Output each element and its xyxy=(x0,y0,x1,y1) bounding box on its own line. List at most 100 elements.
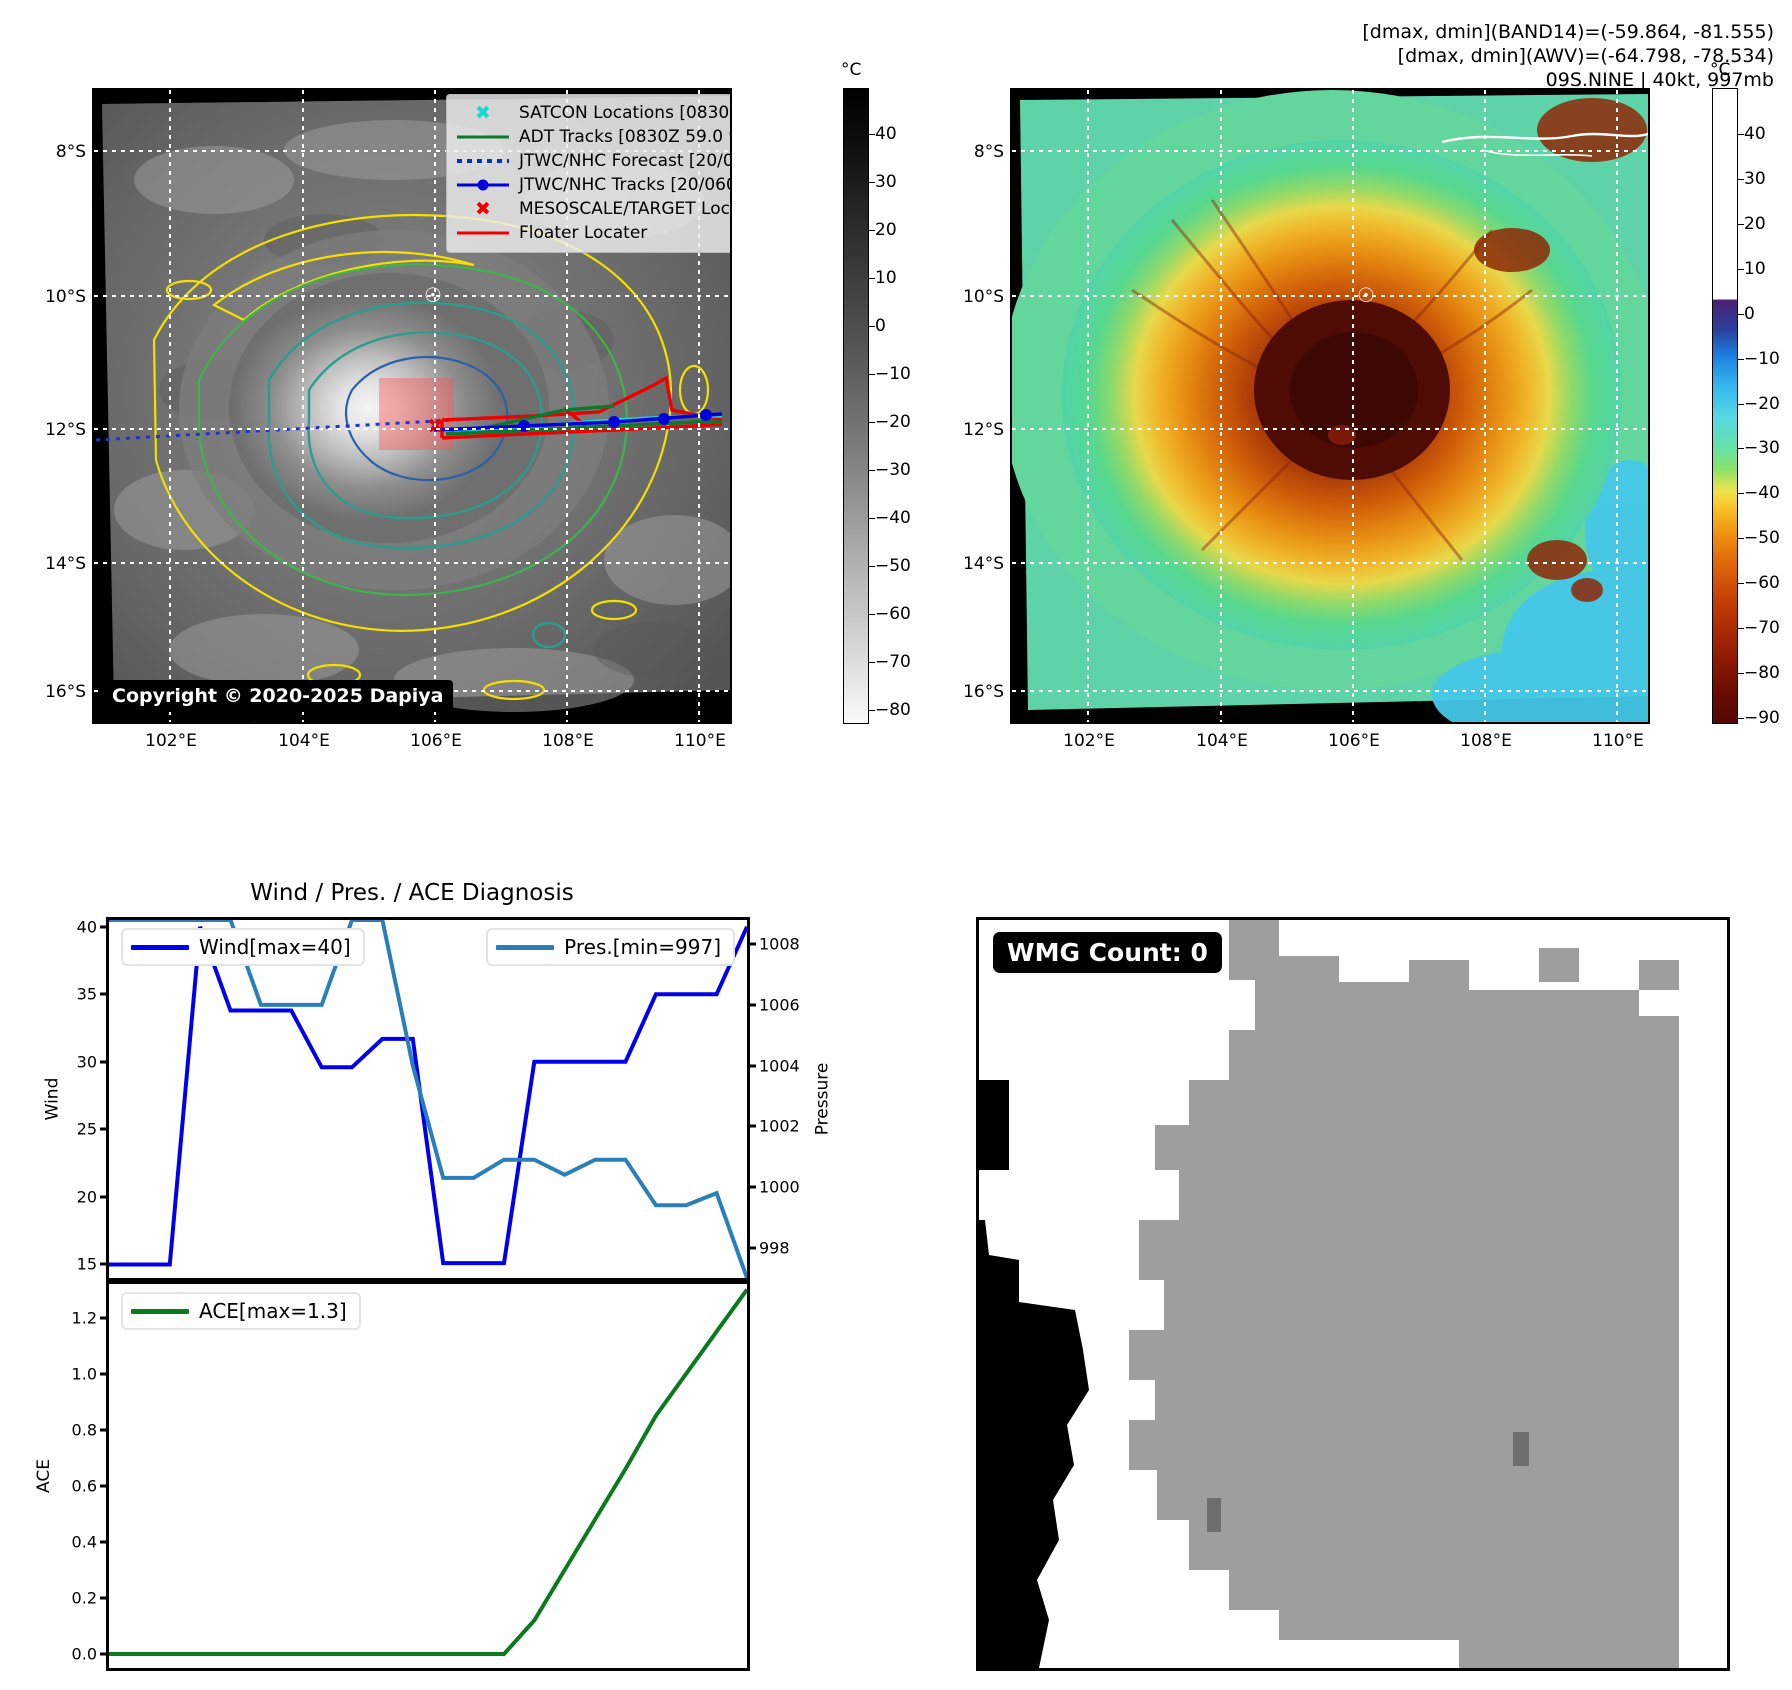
axis-tick-label: 40 xyxy=(76,917,97,937)
colorbar-tick-label: −90 xyxy=(1744,708,1780,728)
colorbar-tick-label: 20 xyxy=(1744,213,1766,234)
awv-colorbar-unit: °C xyxy=(1710,60,1731,80)
colorbar-tick-label: −10 xyxy=(1744,348,1780,369)
colorbar-tick-label: −60 xyxy=(875,604,911,624)
colorbar-tick-label: −30 xyxy=(1744,438,1780,459)
ir-map-legend: ✖ SATCON Locations [0830Z 43 993] ADT Tr… xyxy=(446,94,730,253)
pressure-legend: Pres.[min=997] xyxy=(486,928,735,966)
colorbar-tickmark xyxy=(1738,493,1744,495)
colorbar-tickmark xyxy=(869,134,875,135)
axis-tickmark xyxy=(100,1195,109,1199)
colorbar-tick-label: 40 xyxy=(875,124,897,144)
axis-tickmark xyxy=(100,1060,109,1064)
axis-tickmark xyxy=(747,1064,756,1068)
axis-tick-label: 0.2 xyxy=(71,1588,97,1608)
legend-item-satcon: ✖ SATCON Locations [0830Z 43 993] xyxy=(457,101,730,125)
dmax-band14-text: [dmax, dmin](BAND14)=(-59.864, -81.555) xyxy=(1362,21,1774,43)
colorbar-tickmark xyxy=(1738,358,1744,360)
colorbar-tickmark xyxy=(869,422,875,423)
colorbar-tick-label: −80 xyxy=(1744,663,1780,684)
axis-tick-label: 0.6 xyxy=(71,1476,97,1496)
colorbar-tickmark xyxy=(869,710,875,711)
axis-tick-label: 0.8 xyxy=(71,1420,97,1440)
ir-colorbar-unit: °C xyxy=(841,60,862,80)
ir-lat-tick: 12°S xyxy=(45,420,86,440)
axis-tick-label: 1002 xyxy=(759,1116,800,1136)
legend-item-jtwc-forecast: JTWC/NHC Forecast [20/0000Z] xyxy=(457,149,730,173)
axis-tick-label: 35 xyxy=(76,984,97,1004)
awv-image: ☉ xyxy=(1012,90,1648,722)
awv-lat-tick: 14°S xyxy=(963,554,1004,574)
legend-item-floater: Floater Locater xyxy=(457,221,730,245)
colorbar-tick-label: −60 xyxy=(1744,573,1780,594)
wind-pressure-chart[interactable]: Wind[max=40] Pres.[min=997] 15 20 25 30 35 40… xyxy=(42,917,833,1281)
legend-label: Floater Locater xyxy=(519,223,648,243)
colorbar-tick-label: 40 xyxy=(1744,124,1766,144)
axis-tick-label: 1.0 xyxy=(71,1364,97,1384)
ir-lon-tick: 106°E xyxy=(410,731,462,751)
colorbar-tickmark xyxy=(1738,448,1744,450)
colorbar-tickmark xyxy=(869,326,875,327)
colorbar-tick-label: −10 xyxy=(875,364,911,384)
colorbar-tickmark xyxy=(1738,313,1744,315)
colorbar-tick-label: −50 xyxy=(1744,528,1780,549)
x-marker-icon: ✖ xyxy=(475,198,491,220)
colorbar-tickmark xyxy=(1738,178,1744,180)
colorbar-tickmark xyxy=(1738,538,1744,540)
axis-tick-label: 1.2 xyxy=(71,1308,97,1328)
axis-tick-label: 1008 xyxy=(759,934,800,954)
copyright-badge: Copyright © 2020-2025 Dapiya xyxy=(102,680,454,712)
axis-tick-label: 30 xyxy=(76,1052,97,1072)
colorbar-tickmark xyxy=(869,374,875,375)
wmg-panel[interactable]: WMG Count: 0 xyxy=(976,917,1730,1671)
awv-lon-tick: 106°E xyxy=(1328,731,1380,751)
awv-lat-tick: 16°S xyxy=(963,682,1004,702)
axis-tickmark xyxy=(100,1316,109,1320)
axis-tickmark xyxy=(100,1484,109,1488)
ir-lat-tick: 16°S xyxy=(45,682,86,702)
ace-chart[interactable]: ACE[max=1.3] 0.0 0.2 0.4 0.6 0.8 1.0 1.2 ACE xyxy=(34,1281,750,1671)
axis-tickmark xyxy=(100,1428,109,1432)
ir-satellite-panel[interactable]: ☉ ✖ SATCON Locations [0830Z 43 993] ADT … xyxy=(45,88,732,751)
wmg-count-badge: WMG Count: 0 xyxy=(993,932,1222,973)
colorbar-tick-label: 0 xyxy=(1744,303,1755,324)
colorbar-tick-label: −40 xyxy=(1744,483,1780,504)
solid-line-icon xyxy=(457,224,509,242)
ace-axis-label: ACE xyxy=(33,1459,54,1493)
awv-lat-tick: 12°S xyxy=(963,420,1004,440)
ir-lat-tick: 14°S xyxy=(45,554,86,574)
diagnosis-title: Wind / Pres. / ACE Diagnosis xyxy=(250,880,574,906)
colorbar-tickmark xyxy=(869,470,875,471)
axis-tickmark xyxy=(100,1540,109,1544)
colorbar-tick-label: −40 xyxy=(875,508,911,528)
axis-tickmark xyxy=(100,1262,109,1266)
dmax-awv-text: [dmax, dmin](AWV)=(-64.798, -78.534) xyxy=(1397,45,1774,67)
ir-image: ☉ ✖ SATCON Locations [0830Z 43 993] ADT … xyxy=(94,90,730,722)
colorbar-tickmark xyxy=(1738,223,1744,225)
colorbar-tick-label: −20 xyxy=(875,412,911,432)
axis-tickmark xyxy=(747,942,756,946)
awv-lon-tick: 102°E xyxy=(1063,731,1115,751)
ace-legend-label: ACE[max=1.3] xyxy=(199,1299,347,1323)
legend-label: MESOSCALE/TARGET Location xyxy=(519,199,730,219)
colorbar-tickmark xyxy=(1738,583,1744,585)
ir-lat-tick: 8°S xyxy=(55,142,86,162)
ir-lon-tick: 108°E xyxy=(542,731,594,751)
legend-item-adt: ADT Tracks [0830Z 59.0 990.5] xyxy=(457,125,730,149)
axis-tickmark xyxy=(100,1372,109,1376)
awv-lon-tick: 108°E xyxy=(1460,731,1512,751)
axis-tick-label: 0.4 xyxy=(71,1532,97,1552)
colorbar-tick-label: −30 xyxy=(875,460,911,480)
awv-lon-tick: 110°E xyxy=(1592,731,1644,751)
colorbar-tickmark xyxy=(1738,268,1744,270)
solid-line-icon xyxy=(457,128,509,146)
axis-tickmark xyxy=(100,1127,109,1131)
pressure-line-icon xyxy=(496,944,555,950)
colorbar-tickmark xyxy=(869,566,875,567)
wmg-mask-image xyxy=(979,920,1727,1668)
awv-header-block: [dmax, dmin](BAND14)=(-59.864, -81.555) … xyxy=(1362,20,1774,92)
axis-tickmark xyxy=(100,1652,109,1656)
pressure-legend-label: Pres.[min=997] xyxy=(564,935,721,959)
axis-tick-label: 0.0 xyxy=(71,1644,97,1664)
awv-enhanced-panel[interactable]: ☉ 8°S 10°S 12°S 14°S 16°S 102°E 104°E 10… xyxy=(963,88,1650,751)
